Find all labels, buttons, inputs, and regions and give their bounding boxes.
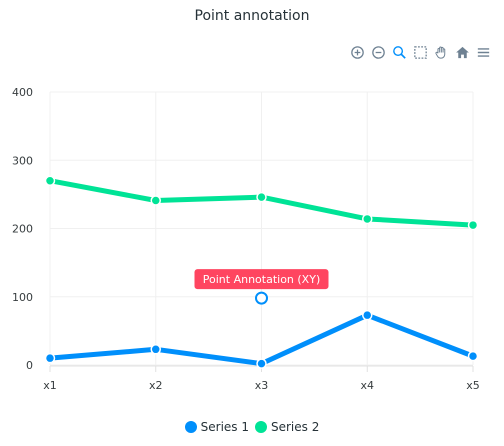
series-1-point	[256, 358, 267, 369]
selection-icon[interactable]	[412, 44, 429, 61]
legend-item-series-1[interactable]: Series 1	[184, 420, 249, 434]
y-tick-label: 200	[12, 223, 33, 236]
annotation-label: Point Annotation (XY)	[203, 273, 320, 286]
pan-icon[interactable]	[433, 44, 450, 61]
y-tick-label: 0	[26, 359, 33, 372]
chart-legend: Series 1 Series 2	[0, 420, 504, 434]
chart-title: Point annotation	[194, 8, 310, 24]
x-tick-label: x5	[466, 379, 480, 392]
legend-label-series-2: Series 2	[271, 420, 320, 434]
legend-marker-series-1	[184, 421, 197, 433]
y-tick-label: 100	[12, 291, 33, 304]
series-line-1	[49, 312, 474, 367]
home-icon[interactable]	[454, 44, 471, 61]
legend-label-series-1: Series 1	[200, 420, 249, 434]
chart-toolbar	[349, 44, 492, 61]
annotation-marker	[255, 291, 268, 305]
zoom-icon[interactable]	[391, 44, 408, 61]
y-tick-label: 400	[12, 86, 33, 99]
series-1-point	[467, 350, 479, 362]
zoom-in-icon[interactable]	[349, 44, 366, 61]
series-2-point	[150, 195, 161, 206]
x-tick-label: x2	[149, 379, 163, 392]
series-line-2	[49, 178, 474, 228]
menu-icon[interactable]	[475, 44, 492, 61]
x-tick-label: x4	[360, 379, 374, 392]
zoom-out-icon[interactable]	[370, 44, 387, 61]
x-tick-label: x3	[255, 379, 269, 392]
series-1-point	[44, 352, 56, 364]
series-2-point	[256, 191, 267, 203]
legend-marker-series-2	[255, 421, 267, 433]
annotation-label-bg	[194, 269, 329, 290]
series-2-point	[362, 213, 373, 225]
series-2-point	[467, 219, 479, 231]
series-1-point	[362, 309, 373, 321]
legend-item-series-2[interactable]: Series 2	[255, 420, 319, 434]
x-tick-label: x1	[43, 379, 57, 392]
series-1-point	[150, 344, 161, 355]
y-tick-label: 300	[12, 154, 33, 167]
series-2-point	[44, 175, 56, 186]
